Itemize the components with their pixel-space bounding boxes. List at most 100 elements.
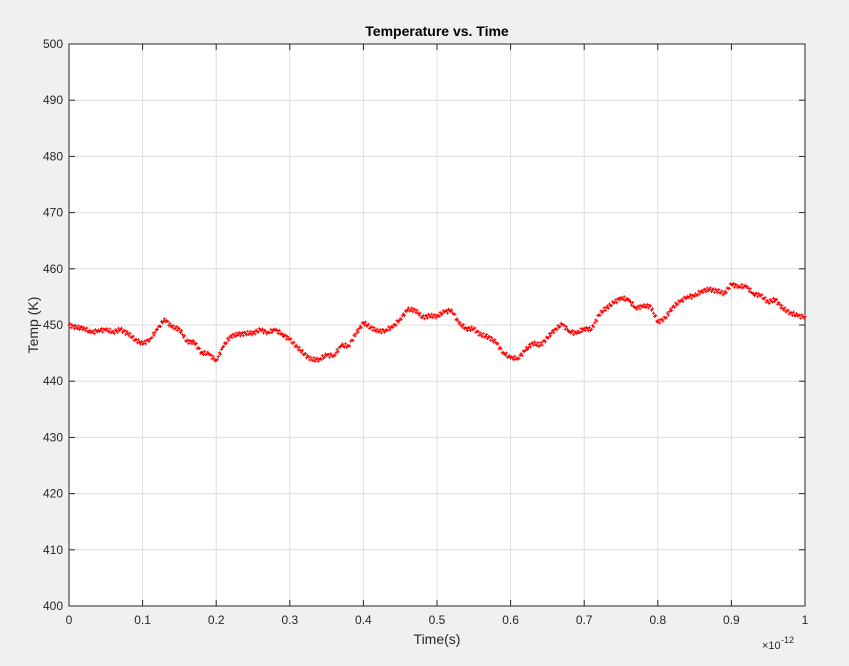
- data-point: [261, 331, 266, 335]
- data-point: [353, 334, 357, 338]
- data-point: [770, 300, 775, 304]
- y-tick-label: 400: [43, 599, 63, 613]
- data-point: [564, 325, 568, 329]
- data-point: [171, 323, 175, 328]
- data-point: [351, 338, 355, 343]
- data-point: [333, 353, 337, 357]
- data-point: [98, 328, 103, 332]
- data-point: [355, 328, 359, 332]
- data-point: [498, 345, 502, 349]
- data-point: [382, 330, 387, 334]
- data-point: [449, 309, 453, 314]
- data-point: [431, 316, 435, 320]
- y-tick-label: 430: [43, 430, 63, 444]
- data-point: [595, 319, 599, 323]
- data-point: [111, 330, 115, 334]
- data-point: [680, 297, 684, 301]
- data-point: [641, 304, 645, 309]
- data-point: [232, 333, 236, 337]
- data-point: [234, 331, 238, 335]
- data-point: [246, 329, 250, 333]
- data-point: [778, 302, 782, 306]
- data-point: [637, 304, 641, 308]
- data-point: [698, 292, 702, 296]
- data-point: [289, 337, 293, 341]
- x-tick-label: 0.9: [723, 613, 740, 627]
- data-point: [270, 331, 274, 335]
- data-point: [426, 312, 431, 316]
- data-point: [732, 285, 737, 289]
- data-point: [186, 338, 190, 342]
- data-point: [783, 306, 787, 310]
- x-tick-label: 0.2: [208, 613, 225, 627]
- data-point: [689, 296, 694, 300]
- data-point: [513, 354, 517, 358]
- data-point: [312, 356, 316, 360]
- data-point: [527, 342, 532, 347]
- data-point: [167, 323, 171, 328]
- x-tick-label: 0.8: [649, 613, 666, 627]
- data-point: [455, 317, 459, 321]
- data-point: [327, 352, 331, 356]
- data-point: [520, 354, 524, 358]
- chart-title: Temperature vs. Time: [365, 23, 509, 39]
- data-point: [664, 315, 668, 320]
- data-point: [539, 341, 543, 345]
- data-point: [136, 338, 140, 342]
- data-point: [212, 357, 216, 361]
- data-point: [709, 289, 714, 294]
- data-point: [418, 311, 422, 315]
- data-point: [316, 359, 320, 363]
- x-exponent-base: ×10: [762, 640, 781, 652]
- data-point: [227, 338, 231, 342]
- data-point: [190, 342, 194, 346]
- data-point: [322, 355, 327, 359]
- data-point: [512, 358, 516, 362]
- data-point: [175, 328, 179, 332]
- data-point: [700, 289, 704, 293]
- data-point: [440, 312, 444, 316]
- data-point: [297, 345, 301, 349]
- data-point: [648, 304, 653, 308]
- data-point: [799, 316, 803, 320]
- data-point: [779, 306, 783, 310]
- data-point: [453, 312, 457, 316]
- data-point: [571, 328, 575, 333]
- data-point: [397, 319, 401, 323]
- data-point: [460, 325, 464, 329]
- data-point: [215, 358, 219, 362]
- data-point: [76, 324, 81, 328]
- data-point: [803, 314, 807, 319]
- data-point: [693, 294, 697, 298]
- data-point: [150, 335, 154, 339]
- data-point: [464, 326, 469, 330]
- data-point: [676, 302, 680, 306]
- data-point: [155, 327, 159, 332]
- x-tick-label: 0.6: [502, 613, 519, 627]
- data-point: [499, 347, 503, 351]
- data-point: [91, 329, 95, 333]
- data-point: [625, 296, 629, 301]
- data-point: [650, 307, 655, 311]
- data-point: [437, 314, 441, 319]
- x-axis-label: Time(s): [414, 631, 461, 647]
- data-point: [646, 306, 650, 310]
- data-point: [644, 305, 648, 309]
- data-point: [101, 330, 105, 334]
- data-point: [465, 328, 470, 333]
- data-point: [491, 338, 495, 342]
- data-point: [277, 328, 281, 332]
- data-point: [585, 326, 589, 331]
- data-point: [209, 353, 213, 357]
- data-point: [786, 308, 790, 312]
- data-point: [394, 323, 398, 327]
- data-point: [735, 283, 739, 287]
- data-point: [467, 326, 472, 330]
- data-point: [354, 331, 358, 336]
- data-point: [606, 306, 610, 310]
- data-point: [658, 321, 662, 325]
- data-point: [487, 335, 492, 339]
- data-point: [84, 329, 88, 333]
